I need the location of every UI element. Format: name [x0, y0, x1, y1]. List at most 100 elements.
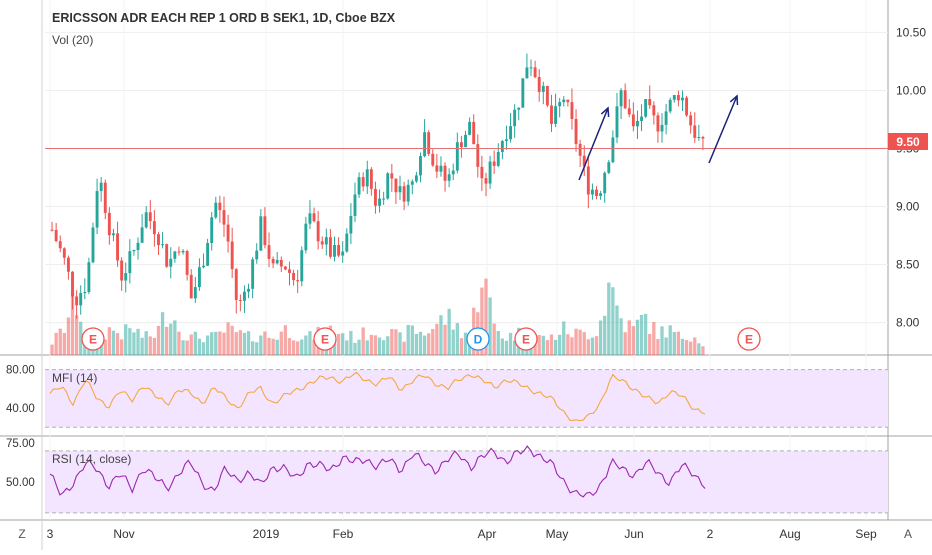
- candle-body: [288, 269, 291, 273]
- candle-body: [558, 102, 562, 107]
- earnings-marker[interactable]: E: [313, 327, 337, 351]
- candle-body: [496, 152, 500, 166]
- candle-body: [517, 107, 521, 110]
- volume-bar: [480, 287, 484, 355]
- volume-bar: [173, 320, 177, 355]
- volume-bar: [222, 332, 226, 355]
- trend-arrow-head[interactable]: [600, 106, 610, 118]
- candle-body: [279, 259, 283, 267]
- candle-body: [161, 244, 165, 246]
- candle-body: [144, 212, 148, 228]
- volume-bar: [312, 339, 316, 355]
- candle-body: [509, 126, 512, 140]
- event-label: E: [745, 333, 753, 347]
- earnings-marker[interactable]: E: [81, 327, 105, 351]
- volume-bar: [185, 340, 189, 355]
- volume-bar: [676, 331, 681, 355]
- volume-bar: [197, 338, 202, 355]
- time-tick-label: 2: [707, 527, 714, 541]
- volume-bar: [304, 335, 308, 355]
- candle-body: [562, 99, 566, 103]
- trend-arrow-shaft[interactable]: [578, 107, 609, 181]
- candle-body: [554, 106, 558, 124]
- volume-bar: [660, 326, 664, 355]
- candle-body: [308, 213, 312, 224]
- candle-body: [410, 181, 414, 185]
- event-circle[interactable]: [313, 327, 337, 351]
- candle-body: [656, 115, 660, 132]
- candle-body: [406, 184, 410, 202]
- rsi-tick-label: 75.00: [6, 438, 35, 450]
- event-circle[interactable]: [737, 327, 761, 351]
- symbol-title: ERICSSON ADR EACH REP 1 ORD B SEK1, 1D, …: [52, 11, 396, 25]
- log-scale-button-z[interactable]: Z: [18, 527, 25, 541]
- candle-body: [165, 244, 169, 267]
- volume-bar: [693, 337, 697, 355]
- price-axis-labels: 10.50 10.00 9.50 9.00 8.50 8.00 80.00 40.00 75.0…: [6, 25, 926, 488]
- candle-body: [455, 142, 459, 171]
- volume-bar: [107, 327, 112, 355]
- candle-body: [374, 188, 377, 206]
- earnings-marker[interactable]: E: [514, 327, 538, 351]
- candle-body: [58, 241, 62, 249]
- event-circle[interactable]: [466, 327, 490, 351]
- volume-bar: [598, 320, 603, 355]
- volume-bar: [205, 335, 210, 355]
- candle-body: [590, 189, 594, 195]
- volume-bar: [103, 339, 107, 355]
- volume-bar: [259, 335, 263, 355]
- dividend-marker[interactable]: D: [466, 327, 490, 351]
- event-circle[interactable]: [81, 327, 105, 351]
- volume-bar: [144, 331, 148, 355]
- candle-body: [87, 262, 91, 293]
- candle-body: [525, 67, 529, 79]
- candle-body: [206, 243, 210, 266]
- volume-bar: [377, 337, 382, 355]
- candle-body: [570, 102, 574, 120]
- volume-bar: [226, 322, 230, 355]
- volume-bar: [611, 287, 615, 355]
- volume-bar: [386, 336, 390, 355]
- candle-body: [619, 90, 623, 107]
- candle-body: [75, 296, 79, 306]
- candle-body: [480, 166, 484, 179]
- candle-body: [112, 233, 115, 236]
- earnings-marker[interactable]: E: [737, 327, 761, 351]
- volume-bar: [242, 332, 247, 355]
- volume-bar: [308, 331, 312, 355]
- candle-body: [181, 250, 185, 253]
- candle-body: [492, 161, 496, 166]
- trend-arrow-head[interactable]: [729, 94, 739, 106]
- candle-body: [296, 280, 300, 282]
- candle-body: [513, 109, 517, 127]
- candle-body: [157, 234, 160, 246]
- candle-body: [648, 99, 652, 106]
- trend-arrows[interactable]: [578, 94, 739, 181]
- candle-body: [234, 269, 238, 300]
- volume-bar: [664, 337, 668, 355]
- event-circle[interactable]: [514, 327, 538, 351]
- auto-scale-button-a[interactable]: A: [904, 527, 912, 541]
- rsi-band: [45, 450, 888, 513]
- volume-bar: [402, 341, 406, 355]
- candle-body: [398, 186, 402, 193]
- volume-bar: [484, 278, 488, 355]
- candle-body: [247, 288, 250, 292]
- trend-arrow-shaft[interactable]: [708, 95, 738, 164]
- candle-body: [345, 233, 349, 252]
- candle-body: [148, 212, 152, 222]
- volume-bar: [238, 330, 243, 355]
- volume-bar: [291, 340, 296, 355]
- candle-body: [521, 78, 525, 108]
- candle-body: [251, 259, 255, 289]
- candle-body: [132, 250, 136, 252]
- mfi-tick-label: 40.00: [6, 403, 35, 415]
- event-label: E: [522, 333, 530, 347]
- oscillator-bands: [45, 369, 888, 514]
- volume-bar: [246, 331, 251, 355]
- volume-bar: [74, 315, 79, 355]
- candle-body: [443, 165, 447, 181]
- volume-bar: [177, 331, 181, 355]
